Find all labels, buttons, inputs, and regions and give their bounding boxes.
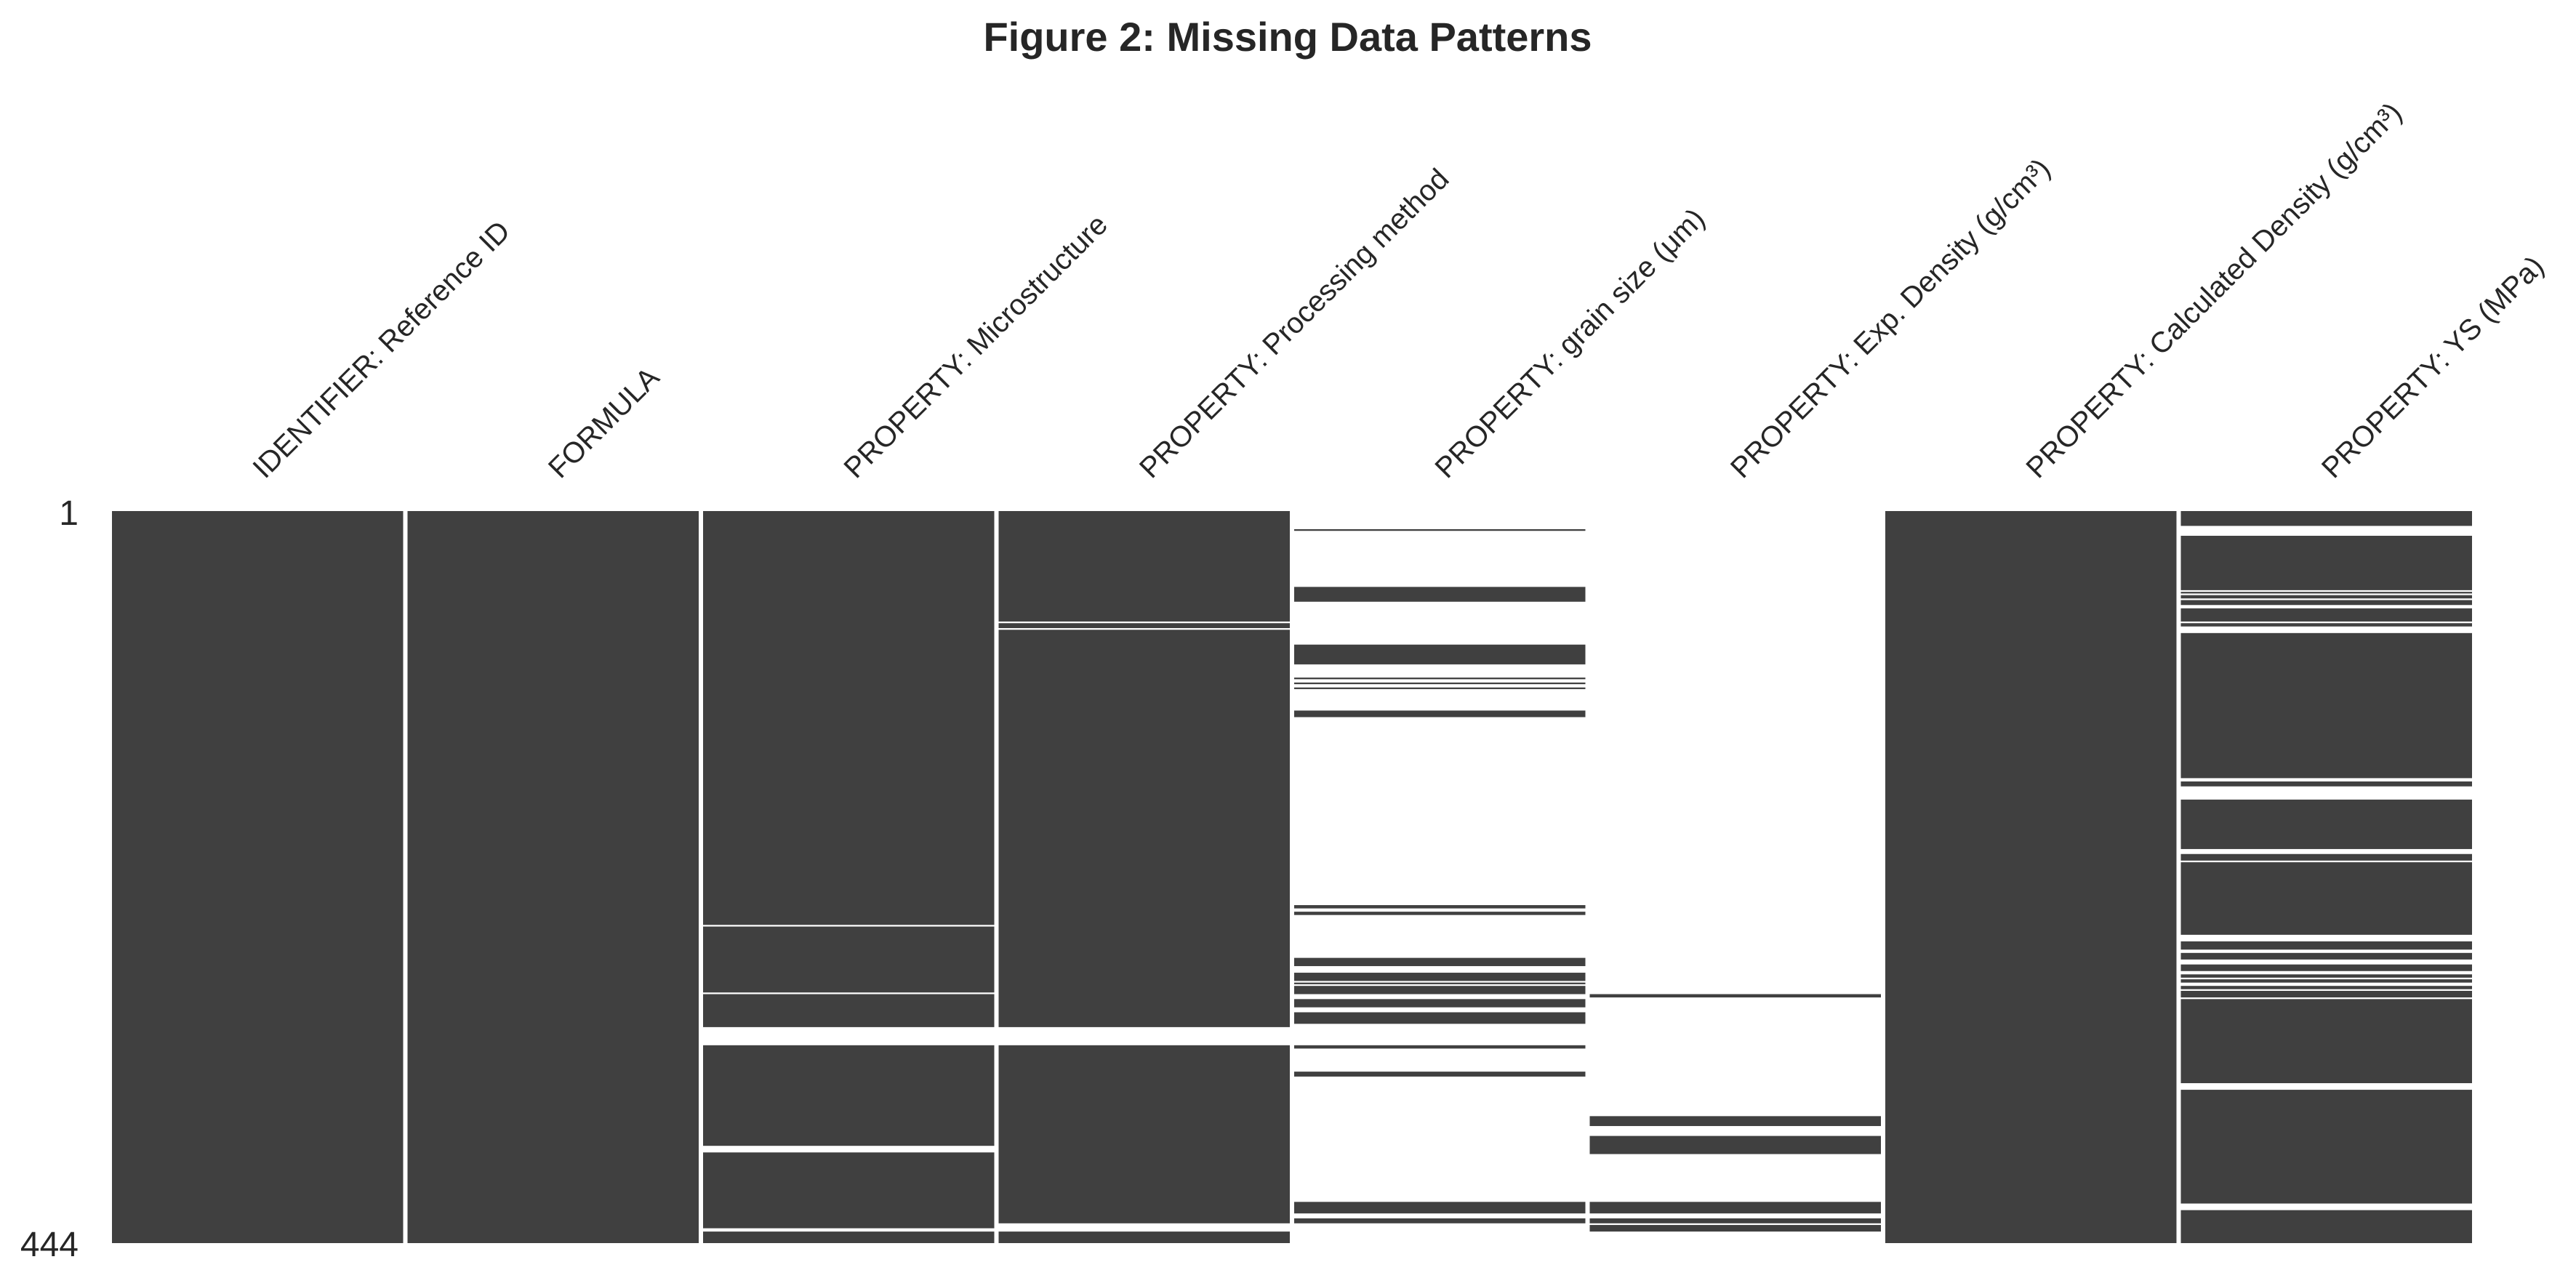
present-band-property-ys-mpa-11 <box>2180 862 2472 935</box>
present-band-formula-0 <box>407 511 699 1243</box>
column-property-grain-size-m <box>1294 511 1586 1243</box>
present-band-property-grain-size-m-5 <box>1294 687 1586 689</box>
present-band-property-grain-size-m-17 <box>1294 1202 1586 1214</box>
present-band-property-ys-mpa-3 <box>2180 595 2472 599</box>
present-band-property-microstructure-5 <box>703 1231 995 1243</box>
present-band-property-ys-mpa-4 <box>2180 600 2472 606</box>
present-band-property-ys-mpa-10 <box>2180 853 2472 861</box>
present-band-property-microstructure-4 <box>703 1152 995 1229</box>
present-band-property-exp-density-g-cm-0 <box>1589 994 1881 998</box>
present-band-property-ys-mpa-8 <box>2180 781 2472 787</box>
row-label-last: 444 <box>20 1226 79 1264</box>
present-band-property-processing-method-4 <box>998 1231 1290 1243</box>
present-band-property-ys-mpa-15 <box>2180 974 2472 978</box>
present-band-property-grain-size-m-18 <box>1294 1218 1586 1223</box>
column-label-property-ys-mpa: PROPERTY: YS (MPa) <box>2316 250 2550 484</box>
present-band-property-grain-size-m-3 <box>1294 678 1586 680</box>
present-band-property-grain-size-m-11 <box>1294 982 1586 984</box>
present-band-property-ys-mpa-2 <box>2180 592 2472 594</box>
column-labels: IDENTIFIER: Reference ID FORMULA PROPERTY:… <box>247 97 2551 485</box>
column-label-property-grain-size-m: PROPERTY: grain size (μm) <box>1429 202 1712 484</box>
present-band-property-grain-size-m-7 <box>1294 905 1586 909</box>
present-band-property-ys-mpa-16 <box>2180 979 2472 983</box>
present-band-property-grain-size-m-13 <box>1294 999 1586 1008</box>
present-band-property-grain-size-m-2 <box>1294 644 1586 664</box>
present-band-property-grain-size-m-12 <box>1294 986 1586 994</box>
present-band-property-microstructure-3 <box>703 1045 995 1146</box>
present-band-property-exp-density-g-cm-4 <box>1589 1218 1881 1223</box>
present-band-property-grain-size-m-10 <box>1294 973 1586 981</box>
present-band-property-exp-density-g-cm-5 <box>1589 1225 1881 1232</box>
present-band-property-microstructure-1 <box>703 926 995 993</box>
column-label-property-processing-method: PROPERTY: Processing method <box>1133 163 1455 484</box>
present-band-property-ys-mpa-17 <box>2180 986 2472 989</box>
present-band-property-ys-mpa-5 <box>2180 608 2472 622</box>
present-band-property-exp-density-g-cm-2 <box>1589 1136 1881 1154</box>
present-band-property-grain-size-m-6 <box>1294 710 1586 718</box>
present-band-identifier-reference-id-0 <box>112 511 404 1243</box>
present-band-property-ys-mpa-9 <box>2180 799 2472 849</box>
present-band-property-processing-method-3 <box>998 1045 1290 1223</box>
present-band-property-ys-mpa-20 <box>2180 1090 2472 1204</box>
column-property-exp-density-g-cm <box>1589 511 1881 1243</box>
present-band-property-ys-mpa-19 <box>2180 999 2472 1083</box>
present-band-property-ys-mpa-12 <box>2180 941 2472 950</box>
column-label-property-exp-density-g-cm: PROPERTY: Exp. Density (g/cm³) <box>1725 153 2057 485</box>
row-label-first: 1 <box>59 494 79 533</box>
present-band-property-processing-method-2 <box>998 630 1290 1027</box>
present-band-property-ys-mpa-18 <box>2180 990 2472 998</box>
present-band-property-grain-size-m-8 <box>1294 912 1586 915</box>
present-band-property-ys-mpa-21 <box>2180 1210 2472 1243</box>
present-band-property-exp-density-g-cm-3 <box>1589 1202 1881 1214</box>
present-band-property-ys-mpa-6 <box>2180 623 2472 627</box>
present-band-property-calculated-density-g-cm-0 <box>1885 511 2177 1243</box>
present-band-property-grain-size-m-14 <box>1294 1012 1586 1024</box>
present-band-property-exp-density-g-cm-1 <box>1589 1116 1881 1126</box>
column-label-property-microstructure: PROPERTY: Microstructure <box>838 209 1115 485</box>
present-band-property-ys-mpa-7 <box>2180 632 2472 779</box>
present-band-property-grain-size-m-0 <box>1294 529 1586 531</box>
present-band-property-microstructure-2 <box>703 994 995 1027</box>
present-band-property-grain-size-m-16 <box>1294 1072 1586 1077</box>
chart-title: Figure 2: Missing Data Patterns <box>983 14 1592 60</box>
column-label-property-calculated-density-g-cm: PROPERTY: Calculated Density (g/cm³) <box>2021 97 2409 485</box>
present-band-property-ys-mpa-1 <box>2180 536 2472 590</box>
present-band-property-ys-mpa-14 <box>2180 964 2472 971</box>
present-band-property-ys-mpa-0 <box>2180 511 2472 526</box>
present-band-property-grain-size-m-9 <box>1294 957 1586 966</box>
present-band-property-processing-method-1 <box>998 623 1290 629</box>
present-band-property-ys-mpa-13 <box>2180 952 2472 960</box>
present-band-property-grain-size-m-1 <box>1294 587 1586 602</box>
present-band-property-grain-size-m-4 <box>1294 682 1586 685</box>
missingness-matrix <box>112 511 2472 1243</box>
present-band-property-grain-size-m-15 <box>1294 1045 1586 1049</box>
present-band-property-processing-method-0 <box>998 511 1290 622</box>
present-band-property-microstructure-0 <box>703 511 995 925</box>
column-label-formula: FORMULA <box>542 361 666 485</box>
column-label-identifier-reference-id: IDENTIFIER: Reference ID <box>247 215 517 485</box>
